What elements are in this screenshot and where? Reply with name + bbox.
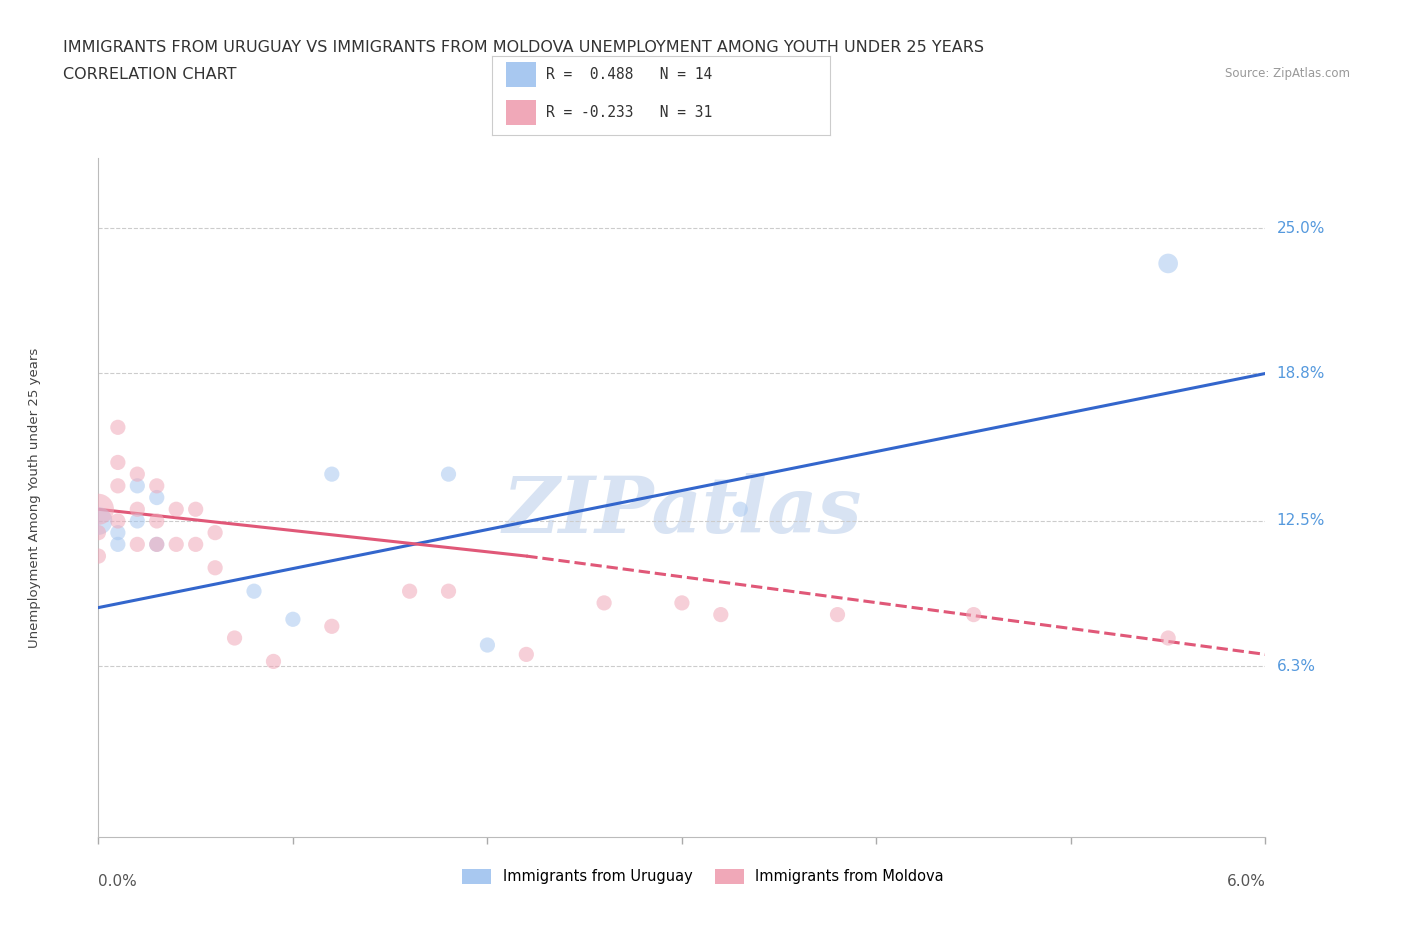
Point [184, 537, 207, 551]
Bar [506, 62, 536, 87]
Point [127, 502, 149, 517]
Point [437, 467, 460, 482]
Point [146, 490, 169, 505]
Point [730, 502, 752, 517]
Point [671, 595, 693, 610]
Point [127, 513, 149, 528]
Point [146, 513, 169, 528]
Text: CORRELATION CHART: CORRELATION CHART [63, 67, 236, 82]
Point [243, 584, 266, 599]
Text: 6.0%: 6.0% [1226, 874, 1265, 889]
Text: IMMIGRANTS FROM URUGUAY VS IMMIGRANTS FROM MOLDOVA UNEMPLOYMENT AMONG YOUTH UNDE: IMMIGRANTS FROM URUGUAY VS IMMIGRANTS FR… [63, 40, 984, 55]
Point [262, 654, 284, 669]
Point [710, 607, 733, 622]
Point [184, 502, 207, 517]
Text: Unemployment Among Youth under 25 years: Unemployment Among Youth under 25 years [28, 348, 41, 647]
Point [87, 525, 110, 540]
Point [146, 478, 169, 493]
Text: R = -0.233   N = 31: R = -0.233 N = 31 [546, 105, 713, 120]
Text: 18.8%: 18.8% [1277, 366, 1324, 381]
Text: 0.0%: 0.0% [98, 874, 138, 889]
Point [146, 537, 169, 551]
Point [204, 525, 226, 540]
Point [204, 561, 226, 576]
Point [321, 618, 343, 633]
Point [515, 647, 537, 662]
Point [87, 549, 110, 564]
Point [87, 513, 110, 528]
Point [127, 467, 149, 482]
Point [127, 537, 149, 551]
Point [107, 513, 129, 528]
Point [165, 537, 187, 551]
Point [107, 537, 129, 551]
Text: 12.5%: 12.5% [1277, 513, 1324, 528]
Point [107, 478, 129, 493]
Point [1157, 631, 1180, 645]
Text: 25.0%: 25.0% [1277, 220, 1324, 236]
Point [107, 419, 129, 434]
Point [477, 638, 499, 653]
Text: ZIPatlas: ZIPatlas [502, 472, 862, 550]
Point [1157, 256, 1180, 271]
Bar [506, 100, 536, 126]
Point [87, 502, 110, 517]
Point [437, 584, 460, 599]
Point [165, 502, 187, 517]
Point [127, 478, 149, 493]
Text: R =  0.488   N = 14: R = 0.488 N = 14 [546, 67, 713, 82]
Point [107, 525, 129, 540]
Legend: Immigrants from Uruguay, Immigrants from Moldova: Immigrants from Uruguay, Immigrants from… [456, 863, 950, 890]
Point [224, 631, 246, 645]
Text: Source: ZipAtlas.com: Source: ZipAtlas.com [1225, 67, 1350, 80]
Point [398, 584, 420, 599]
Point [321, 467, 343, 482]
Point [962, 607, 984, 622]
Point [281, 612, 304, 627]
Point [146, 537, 169, 551]
Point [593, 595, 616, 610]
Point [827, 607, 849, 622]
Text: 6.3%: 6.3% [1277, 658, 1316, 673]
Point [107, 455, 129, 470]
